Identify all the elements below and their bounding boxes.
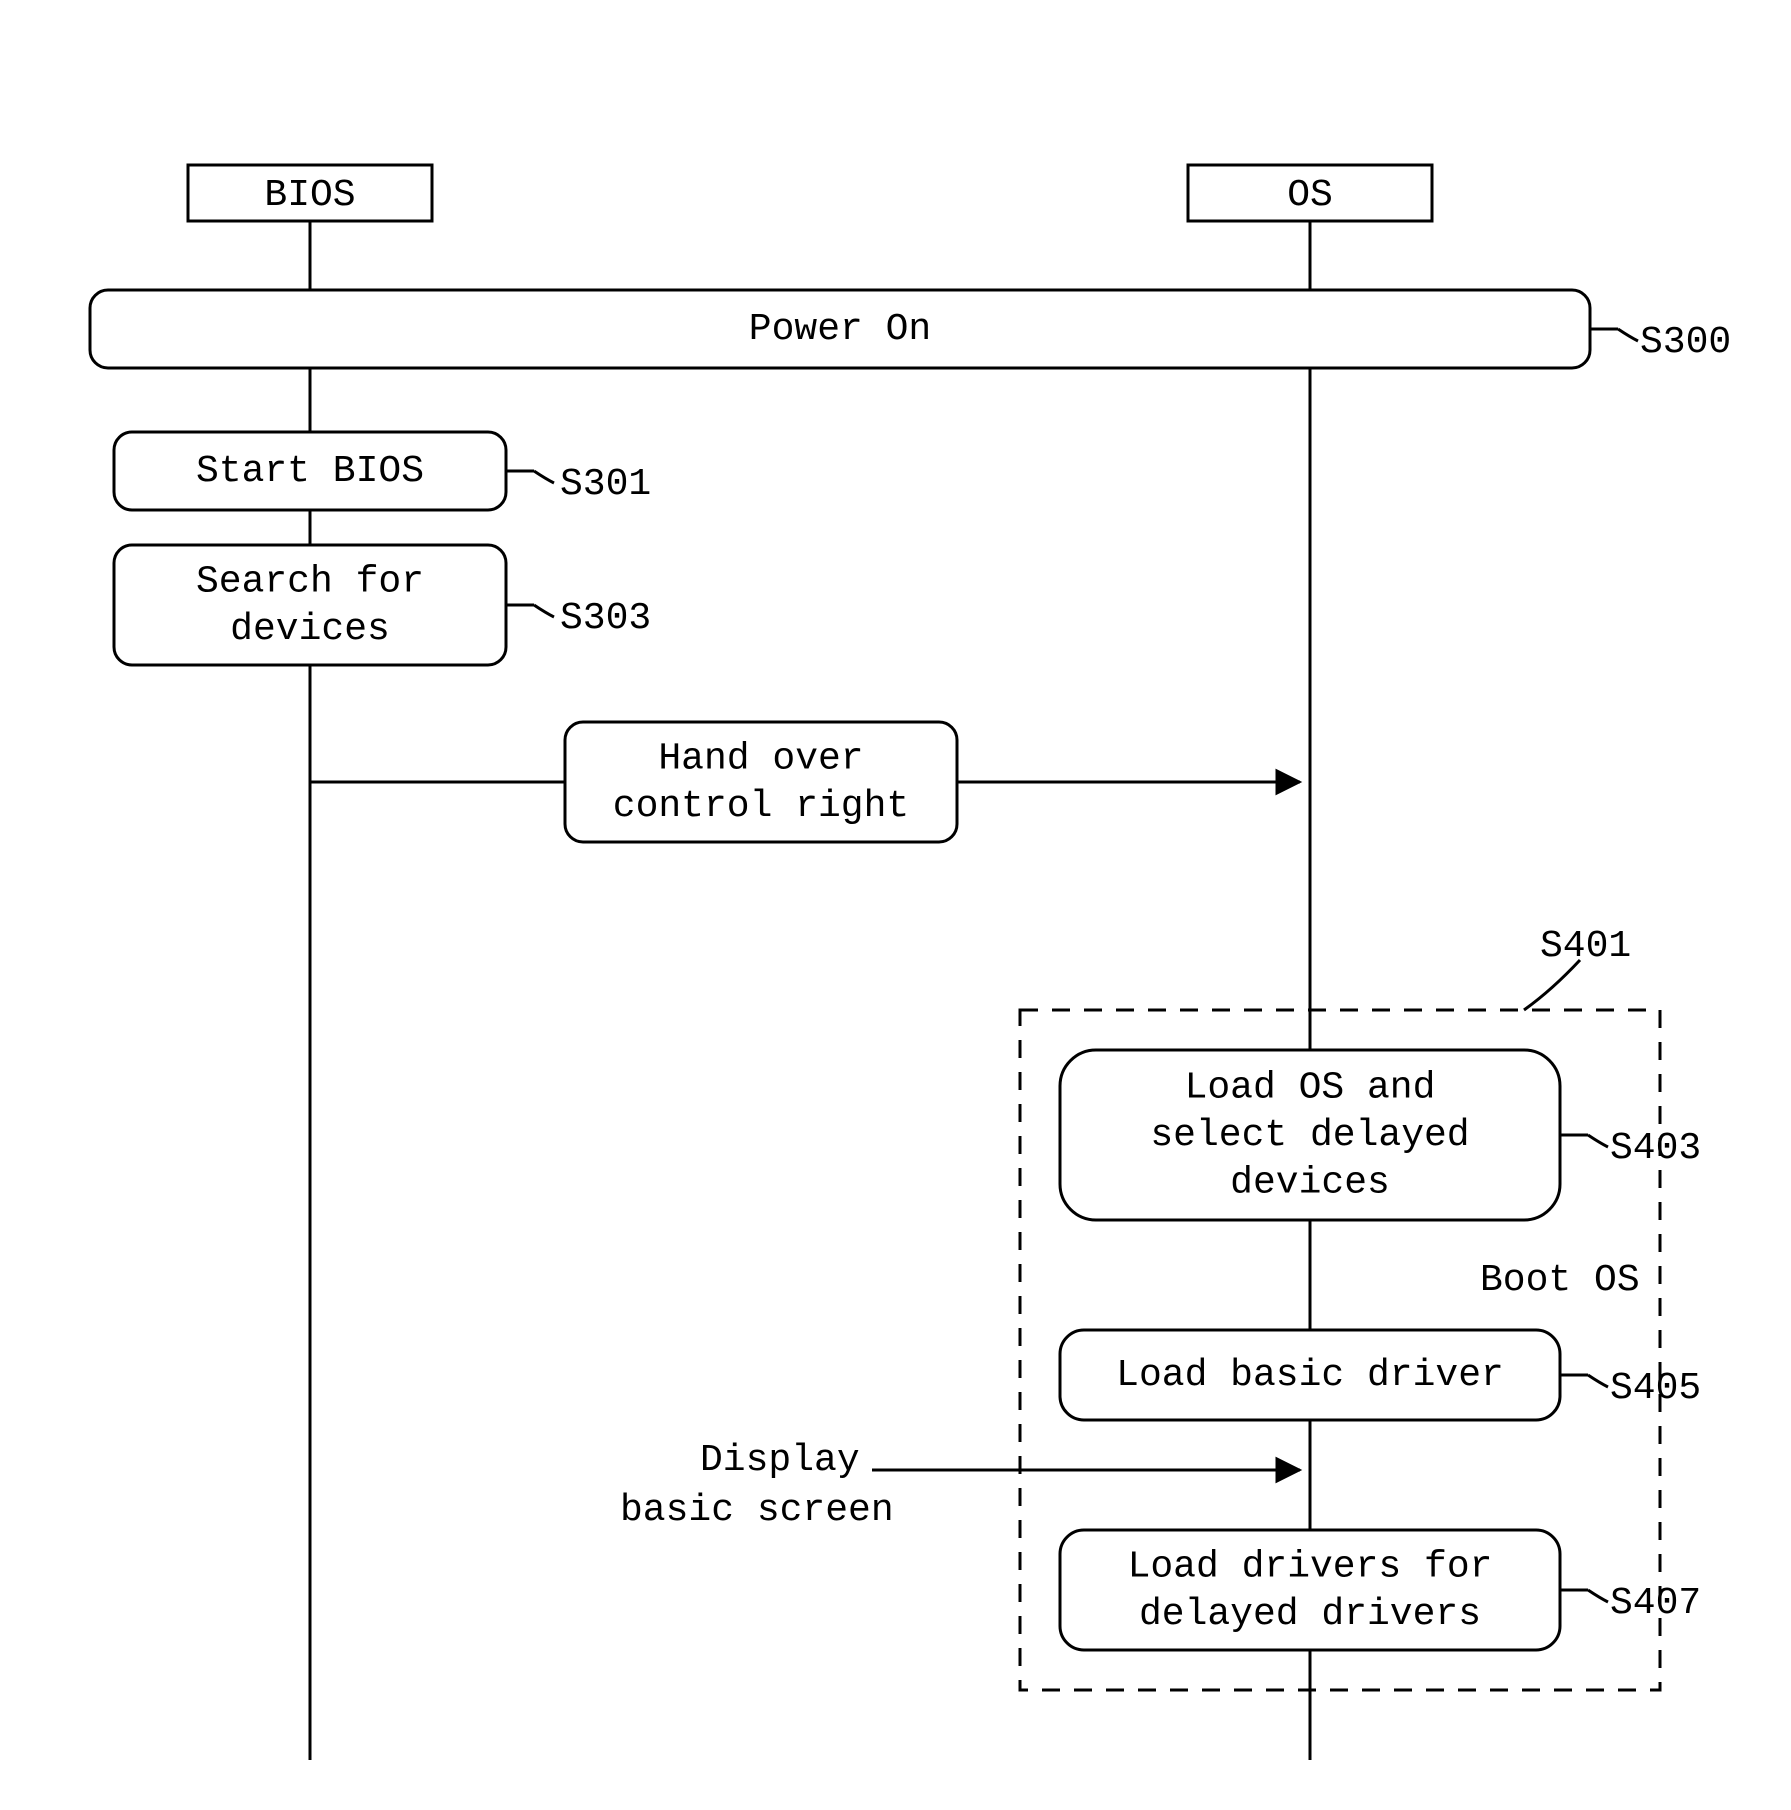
step-label-S403: S403	[1610, 1127, 1701, 1170]
label-s401: S401	[1540, 925, 1631, 968]
label-display-2: basic screen	[620, 1489, 894, 1532]
node-power_on-label: Power On	[749, 308, 931, 351]
step-label-S407: S407	[1610, 1582, 1701, 1625]
step-tick-curve-S300	[1618, 329, 1638, 341]
step-tick-curve-S407	[1588, 1590, 1608, 1602]
os-label: OS	[1287, 174, 1333, 217]
label-boot-os: Boot OS	[1480, 1259, 1640, 1302]
node-start_bios-label: Start BIOS	[196, 450, 424, 493]
step-tick-curve-S405	[1588, 1375, 1608, 1387]
step-tick-curve-S301	[534, 471, 554, 483]
node-load_basic-label: Load basic driver	[1116, 1354, 1504, 1397]
bios-label: BIOS	[264, 174, 355, 217]
step-label-S300: S300	[1640, 321, 1731, 364]
node-search_devices-label-line: devices	[230, 608, 390, 651]
step-label-S303: S303	[560, 597, 651, 640]
node-load_basic-label-line: Load basic driver	[1116, 1354, 1504, 1397]
node-hand_over-label-line: Hand over	[658, 737, 863, 780]
node-load_os-label-line: select delayed	[1150, 1114, 1469, 1157]
node-load_delayed-label-line: Load drivers for	[1128, 1545, 1493, 1588]
node-start_bios-label-line: Start BIOS	[196, 450, 424, 493]
node-load_delayed-label-line: delayed drivers	[1139, 1593, 1481, 1636]
node-search_devices-label-line: Search for	[196, 560, 424, 603]
step-tick-curve-S303	[534, 605, 554, 617]
step-label-S405: S405	[1610, 1367, 1701, 1410]
step-tick-curve-S403	[1588, 1135, 1608, 1147]
node-hand_over-label-line: control right	[613, 785, 909, 828]
node-load_os-label-line: Load OS and	[1185, 1067, 1436, 1110]
step-label-S301: S301	[560, 463, 651, 506]
node-load_os-label-line: devices	[1230, 1162, 1390, 1205]
node-power_on-label-line: Power On	[749, 308, 931, 351]
label-display-1: Display	[700, 1439, 860, 1482]
